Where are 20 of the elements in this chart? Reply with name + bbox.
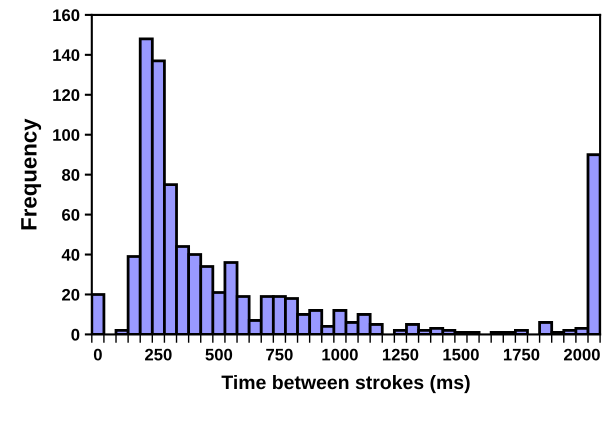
x-tick-label: 2000 (564, 348, 600, 361)
y-tick-label: 40 (62, 248, 80, 261)
y-tick-label: 60 (62, 209, 80, 221)
x-tick-label: 250 (145, 348, 172, 361)
y-tick-label: 20 (62, 288, 80, 301)
y-tick-label: 120 (53, 89, 80, 101)
x-tick-label: 1750 (504, 348, 540, 361)
x-tick-label: 1000 (322, 348, 358, 361)
y-tick-label: 160 (53, 9, 80, 22)
x-tick-label: 750 (266, 348, 293, 361)
x-axis-title: Time between strokes (ms) (222, 374, 470, 394)
y-tick-label: 80 (62, 169, 80, 181)
y-tick-label: 0 (71, 328, 80, 341)
x-tick-label: 0 (94, 348, 102, 361)
y-tick-label: 100 (53, 129, 80, 141)
x-tick-label: 1500 (443, 348, 479, 361)
x-tick-label: 500 (205, 348, 232, 361)
y-tick-label: 140 (53, 49, 80, 62)
y-axis-title: Frequency (21, 118, 42, 230)
x-tick-label: 1250 (382, 348, 418, 361)
